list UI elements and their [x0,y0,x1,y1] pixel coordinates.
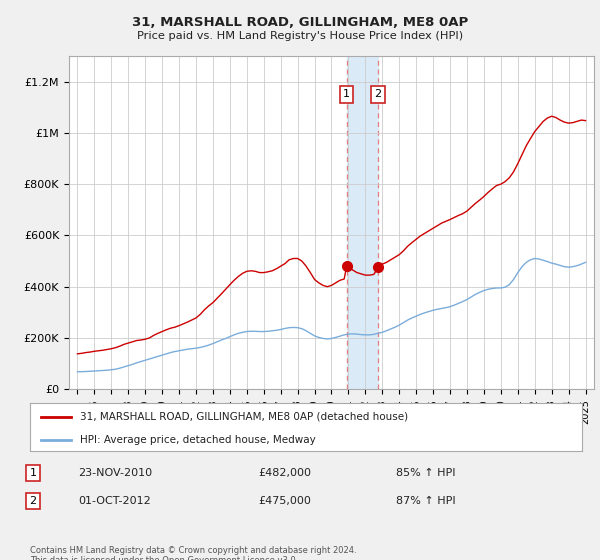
Text: Price paid vs. HM Land Registry's House Price Index (HPI): Price paid vs. HM Land Registry's House … [137,31,463,41]
Text: 31, MARSHALL ROAD, GILLINGHAM, ME8 0AP: 31, MARSHALL ROAD, GILLINGHAM, ME8 0AP [132,16,468,29]
Text: 1: 1 [343,90,350,100]
Text: HPI: Average price, detached house, Medway: HPI: Average price, detached house, Medw… [80,435,316,445]
Text: 23-NOV-2010: 23-NOV-2010 [78,468,152,478]
Bar [347,56,378,389]
Text: 2: 2 [374,90,382,100]
Text: 85% ↑ HPI: 85% ↑ HPI [396,468,455,478]
Text: Contains HM Land Registry data © Crown copyright and database right 2024.
This d: Contains HM Land Registry data © Crown c… [30,546,356,560]
Text: 1: 1 [29,468,37,478]
Text: 87% ↑ HPI: 87% ↑ HPI [396,496,455,506]
Text: 2: 2 [29,496,37,506]
Text: 31, MARSHALL ROAD, GILLINGHAM, ME8 0AP (detached house): 31, MARSHALL ROAD, GILLINGHAM, ME8 0AP (… [80,412,408,422]
Text: 01-OCT-2012: 01-OCT-2012 [78,496,151,506]
Text: £475,000: £475,000 [258,496,311,506]
Text: £482,000: £482,000 [258,468,311,478]
